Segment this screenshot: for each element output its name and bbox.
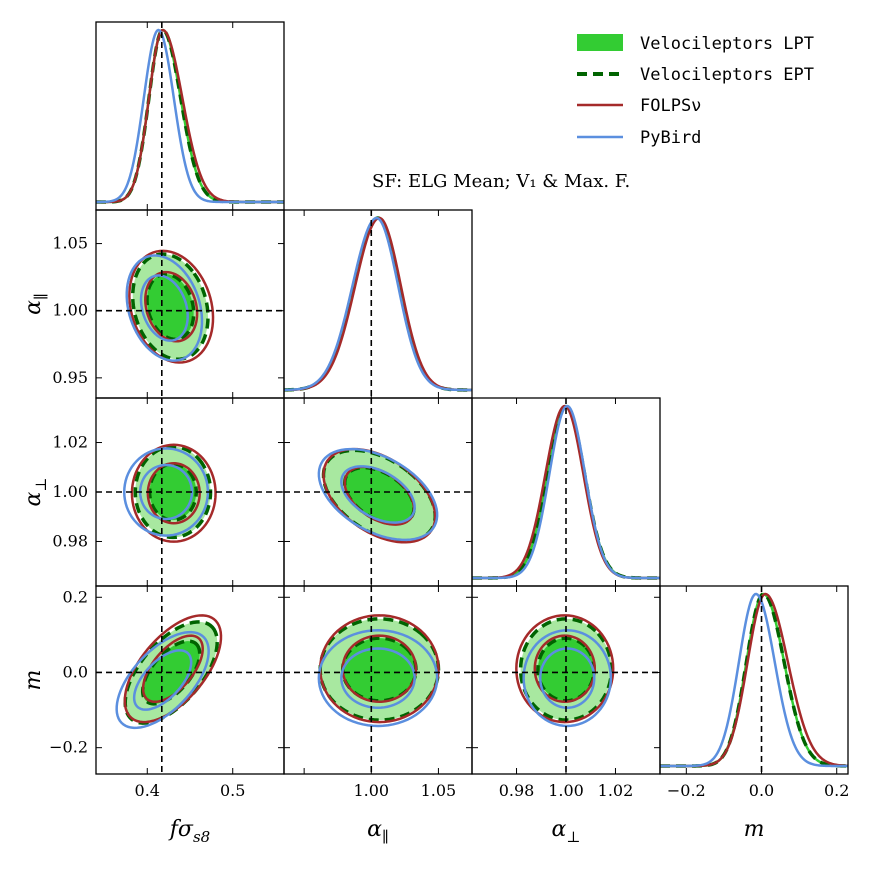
y-axis-label-m: m [21,670,46,691]
contour-folps-95 [128,249,215,364]
contour-panel-1-2 [317,447,439,544]
contour-pybird-95 [122,447,210,537]
contour-pybird-68 [138,463,194,521]
legend-label-ept: Velocileptors EPT [640,65,814,85]
marginal-pybird-3 [660,592,848,768]
legend-label-pybird: PyBird [640,128,701,148]
x-tick-label: 0.2 [824,781,849,800]
contour-pybird-95 [522,629,613,728]
panel-frame-3-3 [659,585,849,775]
legend-swatch-lpt [577,34,623,51]
legend-label-folps: FOLPSν [640,96,701,116]
marginal-folps-0 [96,28,284,204]
x-axis-label-alpha-par-sub: ∥ [382,828,389,846]
marginal-pybird-1 [283,216,472,392]
y-axis-label-alpha-perp: α⊥ [21,478,50,507]
contour-pybird-95 [115,630,210,730]
x-axis-label-alpha-par-base: α [367,817,382,842]
x-axis-label-fsigma8-sub: s8 [193,828,210,846]
marginal-velocileptors-ept-1 [283,216,473,392]
contour-lpt-68 [147,274,194,340]
contour-panel-0-1 [125,249,215,364]
legend-label-lpt: Velocileptors LPT [640,34,814,54]
contour-velocileptors-ept-95 [133,444,213,540]
contour-folps-68 [141,634,204,704]
truth-lines-layer [96,22,763,774]
contour-folps-95 [130,443,217,543]
y-tick-label: 1.02 [52,433,88,452]
contour-folps-95 [123,614,223,724]
marginal-folps-3 [660,592,849,768]
marginal-panel-3 [660,592,849,768]
marginal-panel-2 [472,404,660,580]
y-tick-label: 0.98 [52,531,88,550]
x-axis-label-m: m [744,817,765,842]
contour-pybird-95 [125,254,204,362]
x-axis-label-alpha-perp-sub: ⊥ [566,828,580,846]
marginal-folps-1 [283,216,472,392]
y-axis-label-alpha-par: α∥ [21,293,50,315]
x-tick-label: 0.4 [135,781,160,800]
marginal-pybird-2 [472,404,660,580]
x-axis-label-fsigma8: fσs8 [168,817,210,846]
contour-panel-0-3 [115,614,223,730]
x-tick-label: 1.00 [353,781,389,800]
contour-panel-1-3 [317,614,441,728]
y-axis-label-alpha-par-sub: ∥ [32,293,50,300]
y-tick-label: 1.00 [52,482,88,501]
y-axis-label-m-base: m [21,670,46,691]
contour-panel-2-3 [515,614,615,728]
contour-panel-0-2 [122,443,217,543]
contour-pybird-68 [139,274,189,342]
contour-pybird-68 [132,649,193,711]
x-axis-label-alpha-perp: α⊥ [552,817,581,846]
y-tick-label: 0.2 [63,587,88,606]
panel-frame-1-1 [283,209,473,399]
contour-pybird-68 [340,465,416,524]
x-tick-label: 0.5 [220,781,245,800]
y-tick-label: 0.95 [52,368,88,387]
y-axis-label-alpha-par-base: α [21,300,46,315]
legend: Velocileptors LPT Velocileptors EPT FOLP… [577,34,814,148]
y-tick-label: 0.0 [63,662,88,681]
contour-lpt-68 [149,463,197,521]
x-axis-label-m-base: m [744,817,765,842]
x-tick-label: −0.2 [667,781,706,800]
marginal-velocileptors-lpt-0 [96,28,284,204]
x-tick-label: 0.0 [749,781,774,800]
marginal-pybird-0 [96,28,284,204]
ticks-layer [96,22,838,774]
marginals-layer [96,28,849,768]
x-tick-label: 0.98 [499,781,535,800]
x-axis-label-fsigma8-base: fσ [168,817,194,842]
x-tick-label: 1.00 [548,781,584,800]
x-axis-label-alpha-perp-base: α [552,817,567,842]
axis-labels-layer: 0.4 0.5 1.00 1.05 0.98 1.00 1.02 −0.2 0.0 0.2 0.95… [21,234,849,846]
contour-pybird-95 [317,447,439,542]
contour-pybird-68 [538,647,596,710]
x-tick-label: 1.02 [598,781,634,800]
marginal-panel-1 [283,216,473,392]
marginal-velocileptors-ept-0 [96,28,284,204]
y-tick-label: 1.00 [52,301,88,320]
figure-annotation: SF: ELG Mean; V₁ & Max. F. [372,171,630,192]
y-tick-label: 1.05 [52,234,88,253]
y-axis-label-alpha-perp-sub: ⊥ [32,478,50,492]
contours-layer [115,249,615,730]
y-axis-label-alpha-perp-base: α [21,491,46,506]
x-tick-label: 1.05 [421,781,457,800]
x-axis-label-alpha-par: α∥ [367,817,389,846]
marginal-panel-0 [96,28,284,204]
contour-pybird-68 [340,647,416,710]
contour-pybird-95 [317,629,439,728]
marginal-velocileptors-lpt-1 [283,216,473,392]
y-tick-label: −0.2 [49,738,88,757]
